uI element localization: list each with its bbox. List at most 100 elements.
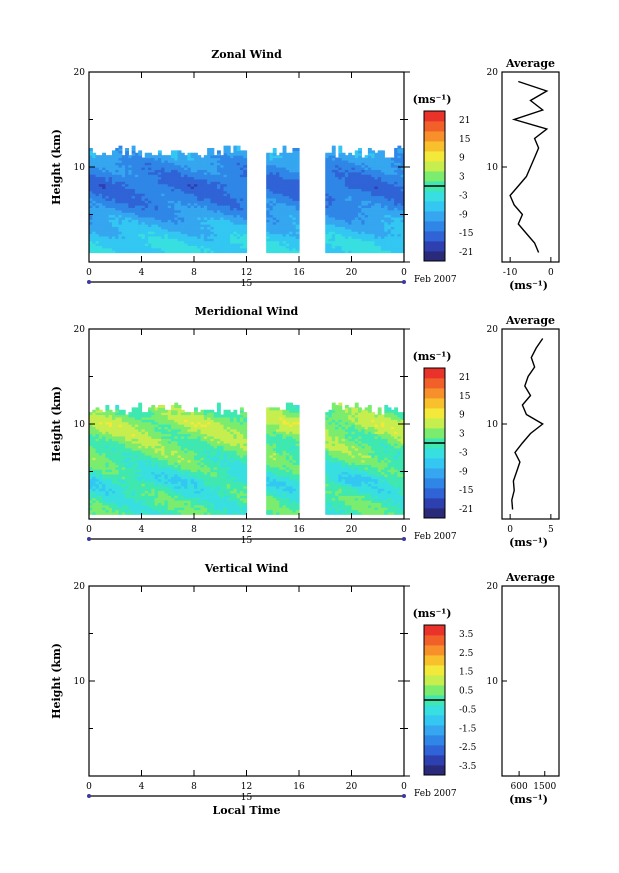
heatmap-cell <box>121 431 126 435</box>
heatmap-cell <box>216 193 221 197</box>
heatmap-cell <box>148 228 152 232</box>
heatmap-cell <box>128 193 133 197</box>
heatmap-cell <box>157 412 162 416</box>
heatmap-cell <box>138 209 143 213</box>
heatmap-cell <box>223 174 228 178</box>
heatmap-cell <box>138 228 143 232</box>
heatmap-cell <box>151 454 156 458</box>
heatmap-cell <box>125 202 129 206</box>
heatmap-cell <box>213 231 218 235</box>
heatmap-cell <box>144 193 149 197</box>
heatmap-cell <box>243 159 248 163</box>
heatmap-cell <box>292 183 297 187</box>
heatmap-cell <box>164 216 169 220</box>
heatmap-cell <box>167 412 172 416</box>
heatmap-cell <box>128 181 133 185</box>
heatmap-cell <box>295 150 300 154</box>
heatmap-cell <box>108 200 113 204</box>
heatmap-cell <box>151 224 156 227</box>
heatmap-cell <box>354 243 359 246</box>
heatmap-cell <box>115 459 120 463</box>
heatmap-cell <box>167 164 172 168</box>
heatmap-cell <box>138 224 143 227</box>
heatmap-cell <box>351 214 356 218</box>
heatmap-cell <box>367 212 372 216</box>
heatmap-cell <box>154 464 159 468</box>
heatmap-cell <box>105 412 110 416</box>
heatmap-cell <box>102 502 107 506</box>
heatmap-cell <box>171 485 175 489</box>
heatmap-cell <box>125 209 129 213</box>
heatmap-cell <box>89 219 93 223</box>
heatmap-cell <box>216 159 221 163</box>
heatmap-cell <box>115 193 120 197</box>
heatmap-cell <box>394 228 399 232</box>
heatmap-cell <box>190 181 195 185</box>
heatmap-cell <box>148 440 152 444</box>
heatmap-cell <box>108 195 113 199</box>
heatmap-cell <box>128 488 133 492</box>
heatmap-cell <box>390 157 395 161</box>
heatmap-cell <box>187 464 192 468</box>
heatmap-cell <box>200 238 205 242</box>
heatmap-cell <box>210 167 215 170</box>
heatmap-cell <box>223 171 228 175</box>
heatmap-cell <box>108 481 113 484</box>
heatmap-cell <box>118 228 123 232</box>
heatmap-cell <box>213 221 218 225</box>
heatmap-cell <box>358 186 362 189</box>
heatmap-cell <box>141 431 146 435</box>
heatmap-cell <box>125 419 129 423</box>
heatmap-cell <box>98 226 103 230</box>
heatmap-cell <box>141 162 146 166</box>
heatmap-cell <box>269 202 274 206</box>
heatmap-cell <box>105 171 110 175</box>
heatmap-cell <box>151 509 156 513</box>
heatmap-cell <box>118 452 123 456</box>
heatmap-cell <box>128 471 133 475</box>
heatmap-cell <box>161 228 166 232</box>
heatmap-cell <box>351 219 356 223</box>
heatmap-cell <box>108 433 113 437</box>
heatmap-cell <box>105 183 110 187</box>
heatmap-cell <box>108 224 113 227</box>
heatmap-cell <box>279 238 284 242</box>
heatmap-cell <box>184 171 189 175</box>
heatmap-cell <box>358 159 362 163</box>
heatmap-cell <box>105 214 110 218</box>
heatmap-cell <box>266 228 271 232</box>
heatmap-cell <box>210 155 215 159</box>
heatmap-cell <box>141 231 146 235</box>
heatmap-cell <box>348 164 353 168</box>
heatmap-cell <box>203 247 208 251</box>
heatmap-cell <box>289 188 294 192</box>
heatmap-cell <box>154 250 159 254</box>
heatmap-cell <box>157 245 162 249</box>
heatmap-cell <box>384 250 389 254</box>
heatmap-cell <box>180 459 185 463</box>
heatmap-cell <box>207 157 212 161</box>
heatmap-cell <box>128 197 133 201</box>
heatmap-cell <box>154 424 159 427</box>
heatmap-cell <box>184 174 189 178</box>
heatmap-cell <box>341 212 346 216</box>
heatmap-cell <box>115 469 120 473</box>
heatmap-cell <box>148 490 152 494</box>
heatmap-cell <box>164 212 169 216</box>
heatmap-cell <box>282 231 287 235</box>
heatmap-cell <box>118 197 123 201</box>
heatmap-cell <box>171 150 175 154</box>
heatmap-cell <box>171 197 175 201</box>
heatmap-cell <box>397 209 402 213</box>
heatmap-cell <box>171 428 175 432</box>
heatmap-cell <box>89 155 93 159</box>
heatmap-cell <box>328 188 333 192</box>
heatmap-cell <box>295 159 300 163</box>
heatmap-cell <box>239 197 244 201</box>
heatmap-cell <box>289 164 294 168</box>
heatmap-cell <box>276 243 280 246</box>
heatmap-cell <box>187 478 192 482</box>
heatmap-cell <box>325 228 330 232</box>
heatmap-cell <box>177 209 182 213</box>
heatmap-cell <box>269 162 274 166</box>
